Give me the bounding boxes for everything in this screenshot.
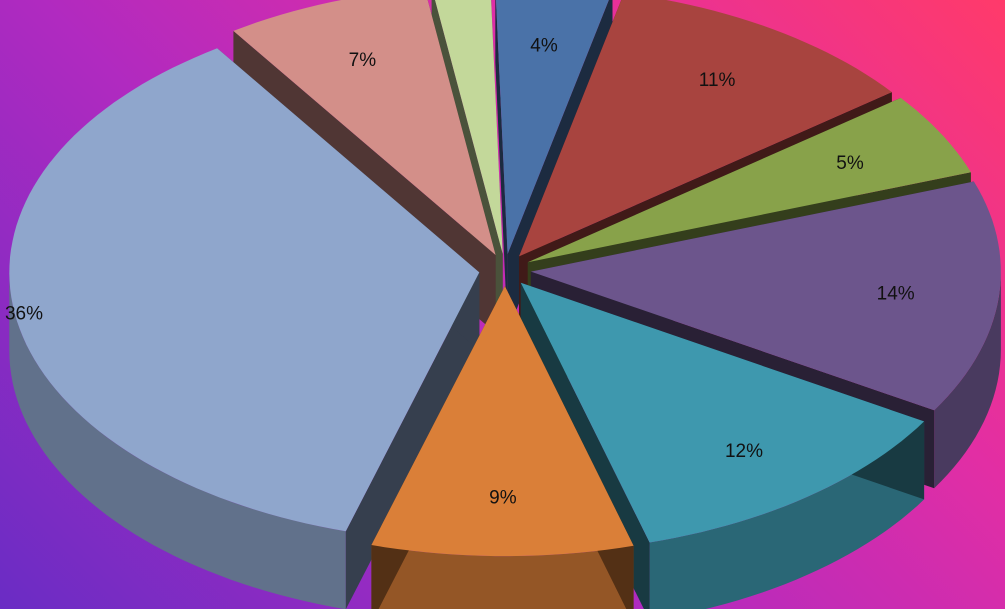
pie-slice-cut-1-1 [495, 0, 508, 332]
pie-slice-top-6 [371, 286, 634, 557]
pie-slice-cut-7-1 [345, 272, 480, 609]
pie-slice-label: 11% [699, 70, 736, 91]
pie-slice-top-5 [520, 282, 925, 543]
pie-slice-label: 4% [530, 35, 558, 56]
pie-slice-top-4 [530, 181, 1001, 411]
pie-slice-top-8 [233, 0, 496, 255]
pie-slice-top-9 [435, 0, 503, 254]
pie-slice-label: 36% [5, 304, 43, 325]
pie-slice-5 [520, 282, 925, 609]
pie-slice-side-4 [934, 271, 1001, 489]
pie-slice-top-7 [9, 48, 480, 532]
pie-slice-label: 12% [725, 441, 763, 462]
pie-slice-top-3 [527, 97, 971, 263]
pie-slice-top-2 [519, 0, 892, 257]
pie-slice-side-6 [371, 545, 634, 609]
pie-slice-label: 14% [877, 284, 915, 305]
pie-slice-7 [9, 48, 480, 609]
pie-slice-side-5 [649, 421, 925, 609]
pie-slice-side-7 [9, 272, 346, 609]
pie-slice-label: 5% [836, 153, 864, 174]
pie-slice-top-1 [496, 0, 609, 254]
pie-slice-label: 9% [489, 488, 517, 509]
pie-slice-6 [371, 286, 634, 609]
pie-slice-label: 7% [349, 50, 377, 71]
